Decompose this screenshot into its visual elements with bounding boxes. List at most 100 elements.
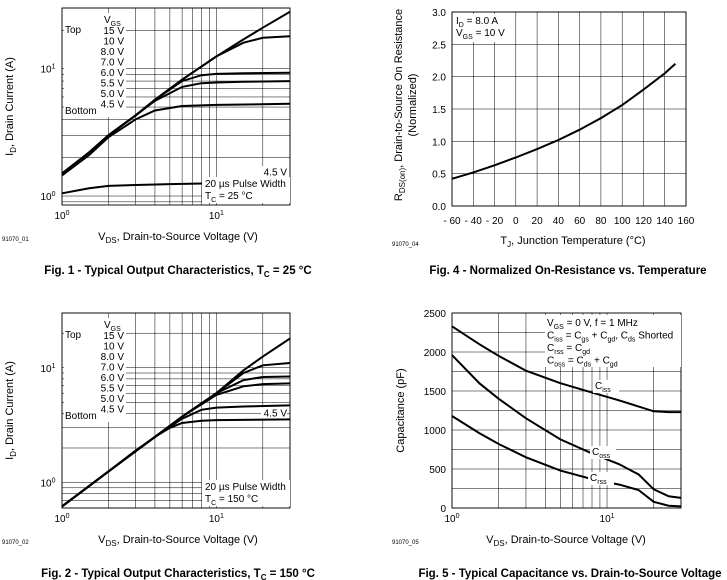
x-tick-label: 20 — [532, 216, 544, 227]
x-tick-label: 0 — [513, 216, 519, 227]
x-tick-label: 160 — [678, 216, 695, 227]
text-run: R — [393, 193, 405, 201]
annotation-background — [454, 14, 510, 42]
legend-voltage: 4.5 V — [101, 100, 125, 111]
x-axis-title: VDS​, Drain-to-Source Voltage (V) — [98, 231, 258, 245]
x-tick-label: 100 — [54, 513, 69, 525]
annotation-text: ID​ = 8.0 A — [456, 16, 498, 29]
text-run: C — [592, 447, 599, 458]
subscript: gd — [610, 362, 618, 369]
x-tick-label: 80 — [595, 216, 607, 227]
subscript: rss — [554, 349, 564, 356]
legend-voltage: 8.0 V — [101, 47, 125, 58]
subscript: gs — [581, 337, 589, 344]
text-run: Capacitance (pF) — [395, 368, 407, 452]
text-run: 20 µs Pulse Width — [205, 179, 286, 190]
x-tick-label: 40 — [553, 216, 565, 227]
text-run: C — [547, 356, 554, 367]
text-run: C — [547, 343, 554, 354]
subscript: C — [211, 197, 216, 204]
legend-voltage: 10 V — [103, 37, 124, 48]
annotation-text: VGS​ = 0 V, f = 1 MHz — [547, 318, 638, 331]
annotation-text: VGS​ = 10 V — [456, 28, 505, 41]
subscript: ds — [584, 362, 592, 369]
subscript: GS — [111, 326, 121, 333]
subscript: iss — [602, 387, 611, 394]
text-run: C — [547, 331, 554, 342]
legend-voltage: 8.0 V — [101, 352, 125, 363]
x-tick-label: - 20 — [486, 216, 504, 227]
text-run: = 25 °C — [216, 191, 253, 202]
notes-background — [202, 177, 290, 203]
text-run: , Junction Temperature (°C) — [511, 235, 645, 247]
text-run: T — [500, 235, 507, 247]
text-run: V — [98, 231, 106, 243]
curve-label-background — [593, 380, 619, 393]
figure-code: 91070_05 — [392, 540, 419, 546]
subscript: D — [9, 147, 18, 153]
legend-voltage: 15 V — [103, 331, 124, 342]
text-run: I — [4, 153, 16, 156]
subscript: DS — [493, 539, 504, 548]
curve-label: 4.5 V — [264, 408, 288, 419]
subscript: C — [211, 500, 216, 507]
text-run: + C — [591, 356, 610, 367]
text-run: + C — [589, 331, 608, 342]
curve-label-crss: Crss​ — [590, 473, 607, 486]
y-tick-label: 0.0 — [432, 202, 446, 213]
x-tick-label: 60 — [574, 216, 586, 227]
note-text: TC​ = 25 °C — [205, 191, 253, 204]
y-tick-label: 101 — [40, 363, 55, 375]
text-run: Fig. 2 - Typical Output Characteristics,… — [41, 568, 261, 580]
text-run: V — [104, 15, 111, 26]
text-run: V — [456, 28, 463, 39]
x-tick-label: 100 — [54, 210, 69, 222]
y-tick-label: 1.5 — [432, 105, 446, 116]
legend-voltage: 4.5 V — [101, 405, 125, 416]
legend-voltage: 5.5 V — [101, 384, 125, 395]
curve-label-background — [590, 446, 616, 459]
x-tick-label: 101 — [209, 210, 224, 222]
legend-voltage: 5.5 V — [101, 79, 125, 90]
y-tick-label: 2500 — [424, 309, 447, 320]
y-tick-label: 2.0 — [432, 73, 446, 84]
text-run: Fig. 5 - Typical Capacitance vs. Drain-t… — [418, 568, 721, 580]
legend-voltage: 6.0 V — [101, 373, 125, 384]
text-run: = 150 °C — [266, 568, 314, 580]
text-run: Fig. 1 - Typical Output Characteristics,… — [44, 265, 264, 277]
curve-label-coss: Coss​ — [592, 447, 611, 460]
figure-code: 91070_02 — [2, 540, 29, 546]
series-line-ciss — [451, 325, 681, 414]
x-tick-label: - 40 — [465, 216, 483, 227]
annotation-text: Crss​ = Cgd​ — [547, 343, 590, 356]
text-run: C — [590, 473, 597, 484]
subscript: GS — [554, 324, 564, 331]
subscript: DS — [105, 539, 116, 548]
curve-label-background — [261, 166, 287, 178]
legend-voltage: 15 V — [103, 26, 124, 37]
legend-header: VGS​ — [104, 320, 121, 333]
text-run: V — [486, 534, 494, 546]
x-tick-label: 100 — [614, 216, 631, 227]
y-axis-subtitle: (Normalized) — [407, 74, 419, 137]
text-run: 20 µs Pulse Width — [205, 482, 286, 493]
subscript: D — [459, 22, 464, 29]
annotation-text: Ciss​ = Cgs​ + Cgd​, Cds​ Shorted — [547, 331, 673, 344]
y-tick-label: 0 — [440, 504, 446, 515]
legend-bottom-label: Bottom — [65, 106, 97, 117]
text-run: V — [104, 320, 111, 331]
curve-label-background — [261, 407, 287, 419]
text-run: = 150 °C — [216, 494, 258, 505]
text-run: , Drain-to-Source Voltage (V) — [117, 231, 258, 243]
x-tick-label: 101 — [209, 513, 224, 525]
note-text: 20 µs Pulse Width — [205, 482, 286, 493]
text-run: = C — [565, 356, 584, 367]
y-tick-label: 2000 — [424, 348, 447, 359]
subscript: C — [264, 270, 270, 279]
note-text: 20 µs Pulse Width — [205, 179, 286, 190]
text-run: = 0 V, f = 1 MHz — [564, 318, 638, 329]
figure-caption: Fig. 2 - Typical Output Characteristics,… — [41, 568, 315, 580]
series-line-45V — [61, 418, 291, 508]
